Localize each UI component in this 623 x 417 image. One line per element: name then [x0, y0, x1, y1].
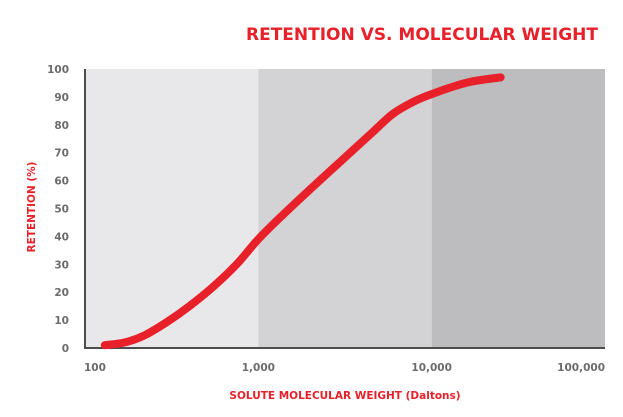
y-tick-label: 80 [54, 120, 69, 132]
y-axis-label: RETENTION (%) [26, 162, 38, 253]
background-band [431, 69, 605, 348]
x-tick-label: 100 [84, 362, 106, 374]
retention-curve [100, 73, 505, 350]
y-tick-label: 10 [54, 315, 69, 327]
y-tick-label: 20 [54, 287, 69, 299]
x-tick-labels: 100 1,000 10,000 100,000 [84, 362, 605, 374]
background-band [85, 69, 259, 348]
y-tick-label: 50 [54, 204, 69, 216]
y-tick-label: 0 [62, 343, 69, 355]
x-tick-label: 10,000 [411, 362, 452, 374]
x-axis-label: SOLUTE MOLECULAR WEIGHT (Daltons) [229, 390, 460, 402]
y-tick-label: 100 [47, 64, 69, 76]
y-tick-label: 40 [54, 231, 69, 243]
y-tick-label: 90 [54, 92, 69, 104]
y-tick-labels: 0 10 20 30 40 50 60 70 80 90 100 [47, 64, 69, 355]
axes [84, 69, 605, 349]
x-tick-label: 100,000 [557, 362, 605, 374]
y-tick-label: 60 [54, 176, 69, 188]
x-tick-label: 1,000 [242, 362, 275, 374]
background-bands [85, 69, 605, 348]
y-tick-label: 30 [54, 259, 69, 271]
y-tick-label: 70 [54, 148, 69, 160]
chart-title: RETENTION VS. MOLECULAR WEIGHT [246, 25, 598, 45]
